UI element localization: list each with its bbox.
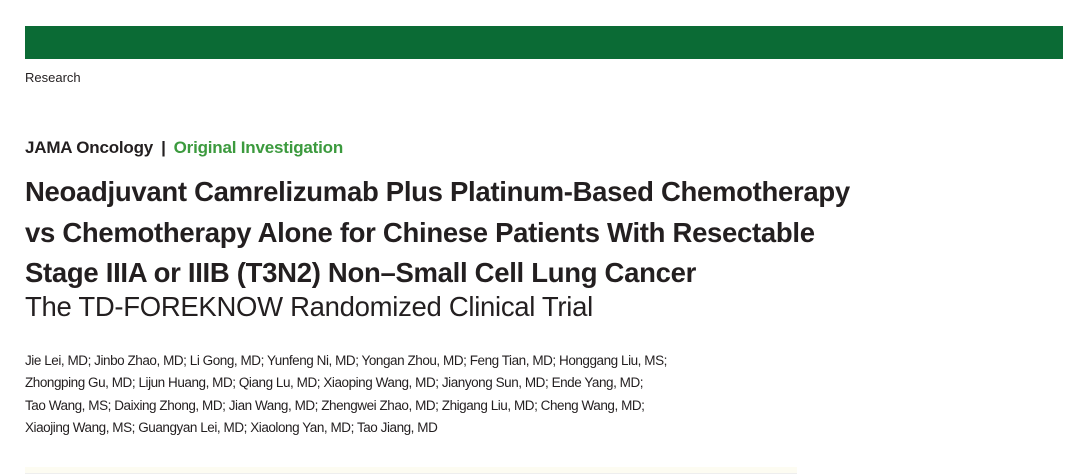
journal-name: JAMA Oncology: [25, 138, 154, 157]
author-line: Xiaojing Wang, MS; Guangyan Lei, MD; Xia…: [25, 419, 438, 435]
journal-header-bar: [25, 26, 1063, 59]
author-list: Jie Lei, MD; Jinbo Zhao, MD; Li Gong, MD…: [25, 350, 667, 439]
author-line: Zhongping Gu, MD; Lijun Huang, MD; Qiang…: [25, 375, 644, 391]
separator: |: [161, 138, 166, 157]
article-subtitle: The TD-FOREKNOW Randomized Clinical Tria…: [25, 291, 593, 322]
title-line: Neoadjuvant Camrelizumab Plus Platinum-B…: [25, 176, 850, 207]
title-line: Stage IIIA or IIIB (T3N2) Non–Small Cell…: [25, 257, 697, 288]
journal-line: JAMA Oncology | Original Investigation: [25, 138, 343, 158]
section-label: Research: [25, 70, 81, 85]
author-line: Tao Wang, MS; Daixing Zhong, MD; Jian Wa…: [25, 397, 645, 413]
article-title: Neoadjuvant Camrelizumab Plus Platinum-B…: [25, 172, 1025, 294]
title-line: vs Chemotherapy Alone for Chinese Patien…: [25, 216, 815, 248]
author-line: Jie Lei, MD; Jinbo Zhao, MD; Li Gong, MD…: [25, 353, 667, 368]
article-type: Original Investigation: [173, 138, 344, 157]
